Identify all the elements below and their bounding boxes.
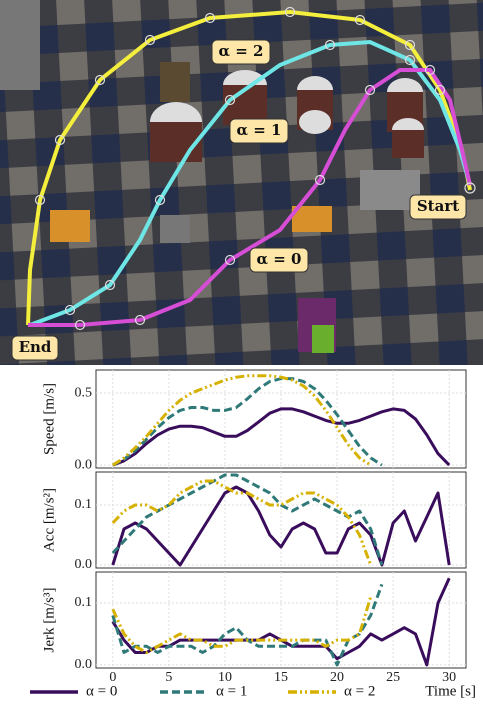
y-axis-label: Jerk [m/s³] bbox=[41, 588, 57, 653]
end-label: End bbox=[19, 338, 52, 356]
legend-label: α = 1 bbox=[216, 683, 247, 699]
x-tick-label: 20 bbox=[330, 670, 344, 685]
figure: α = 2 α = 1 α = 0 Start End 0.0 0.5 Speed … bbox=[0, 0, 483, 706]
legend-label: α = 2 bbox=[344, 683, 375, 699]
trajectory-label: α = 2 bbox=[219, 42, 264, 60]
start-label: Start bbox=[417, 197, 459, 215]
y-tick-label: 0.0 bbox=[75, 557, 93, 572]
y-tick-label: 0.1 bbox=[75, 595, 93, 610]
y-axis-label: Acc [m/s²] bbox=[41, 488, 57, 552]
trajectory-label: α = 0 bbox=[257, 250, 302, 268]
scene-photo: α = 2 α = 1 α = 0 Start End bbox=[0, 0, 483, 365]
y-tick-label: 0.0 bbox=[75, 657, 93, 672]
legend-label: α = 0 bbox=[86, 683, 117, 699]
trajectory-label: α = 1 bbox=[237, 121, 282, 139]
y-tick-label: 0.0 bbox=[75, 457, 93, 472]
x-tick-label: 15 bbox=[274, 670, 288, 685]
y-tick-label: 0.1 bbox=[75, 497, 93, 512]
x-tick-label: 25 bbox=[386, 670, 400, 685]
x-tick-label: 5 bbox=[165, 670, 172, 685]
y-tick-label: 0.5 bbox=[75, 385, 93, 400]
x-axis-label: Time [s] bbox=[425, 683, 476, 699]
y-axis-label: Speed [m/s] bbox=[41, 383, 57, 455]
